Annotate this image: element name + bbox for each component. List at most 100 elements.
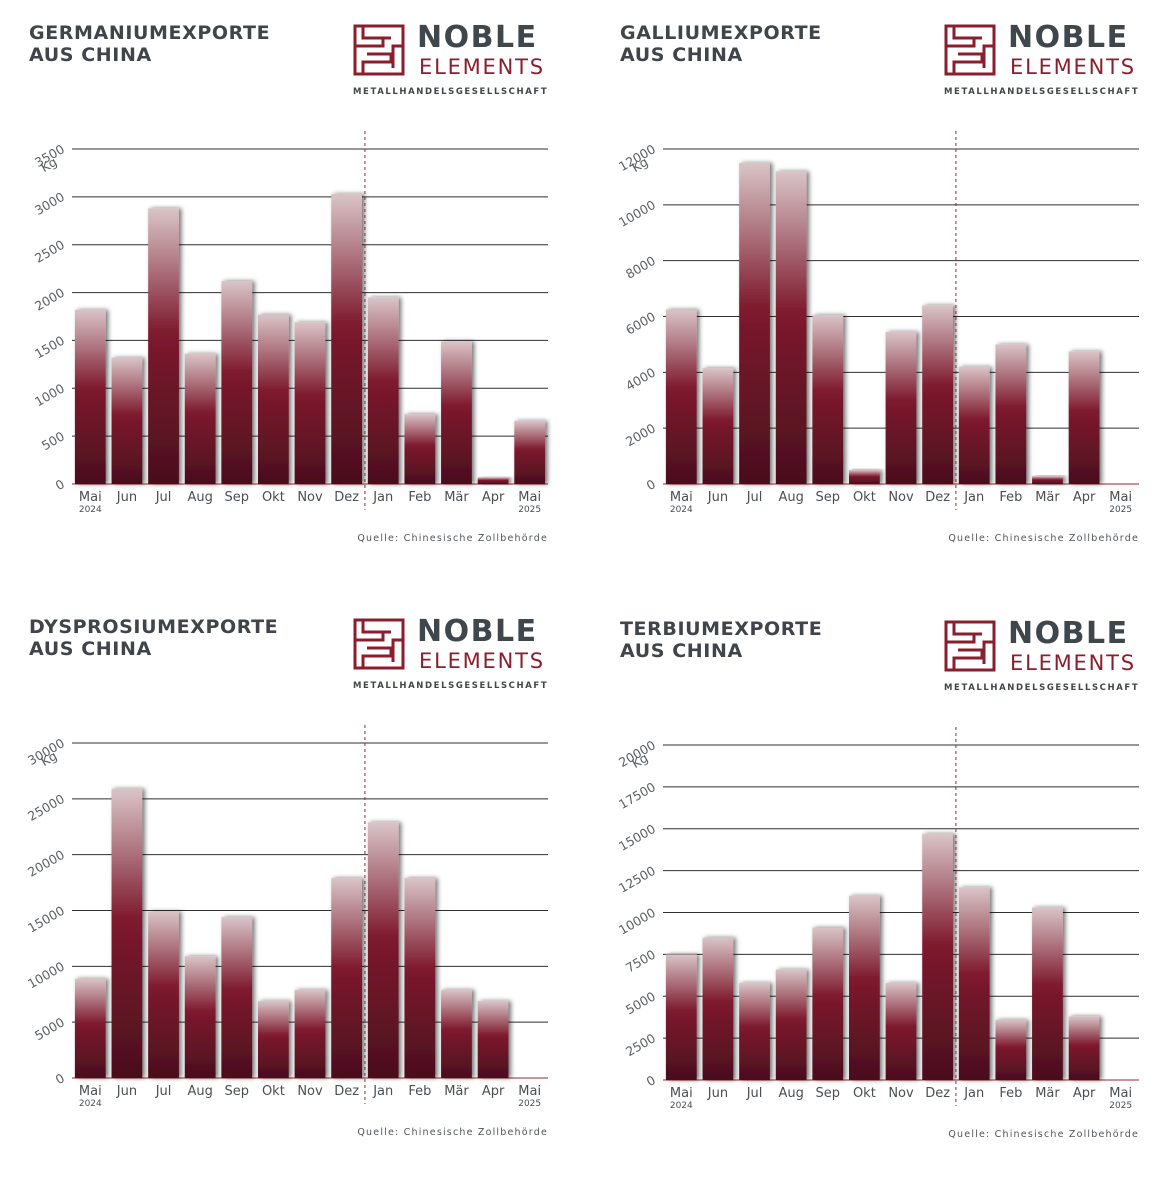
y-tick-label: 0 bbox=[53, 1070, 67, 1087]
x-tick-label: Nov bbox=[888, 1086, 914, 1101]
y-tick-label: 8000 bbox=[623, 253, 658, 282]
chart-title: DYSPROSIUMEXPORTE AUS CHINA bbox=[29, 616, 279, 660]
y-tick-label: 4000 bbox=[623, 365, 658, 394]
logo-mark-icon bbox=[944, 24, 996, 76]
bar bbox=[739, 982, 770, 1080]
logo-mark-icon bbox=[353, 24, 405, 76]
x-tick-label: Mai bbox=[79, 490, 102, 505]
bar bbox=[74, 309, 106, 484]
x-tick-label: Mai bbox=[1109, 1086, 1132, 1101]
brand-logo: NOBLE ELEMENTS METALLHANDELSGESELLSCHAFT bbox=[353, 614, 549, 694]
x-tick-label: Aug bbox=[778, 1086, 803, 1101]
bar bbox=[775, 969, 807, 1080]
x-tick-label: Sep bbox=[225, 490, 250, 505]
y-tick-label: 0 bbox=[644, 1072, 658, 1089]
dysprosium-chart: 050001000015000200002500030000KgMai2024J… bbox=[25, 725, 548, 1109]
bar bbox=[441, 989, 472, 1078]
germanium-panel: GERMANIUMEXPORTE AUS CHINA NOBLE ELEMENT… bbox=[20, 18, 580, 588]
bar bbox=[885, 982, 917, 1080]
x-tick-label: Mai bbox=[670, 490, 693, 505]
x-tick-label: Jun bbox=[116, 490, 137, 505]
x-tick-label: Feb bbox=[999, 490, 1022, 505]
brand-name-elements: ELEMENTS bbox=[419, 55, 545, 79]
y-tick-label: 10000 bbox=[616, 197, 658, 230]
source-note: Quelle: Chinesische Zollbehörde bbox=[357, 533, 548, 544]
x-tick-label: Mai bbox=[670, 1086, 693, 1101]
x-tick-label: Apr bbox=[1073, 1086, 1096, 1101]
y-tick-label: 6000 bbox=[623, 309, 658, 338]
bar bbox=[1068, 1016, 1100, 1080]
x-tick-label: Aug bbox=[187, 1084, 212, 1099]
bar bbox=[404, 878, 436, 1078]
bar bbox=[922, 833, 953, 1080]
brand-tagline: METALLHANDELSGESELLSCHAFT bbox=[353, 87, 549, 97]
bar bbox=[184, 956, 216, 1078]
x-tick-label: Sep bbox=[225, 1084, 250, 1099]
chart-title: GALLIUMEXPORTE AUS CHINA bbox=[620, 22, 822, 66]
bar bbox=[148, 911, 179, 1078]
terbium-panel: TERBIUMEXPORTE AUS CHINA NOBLE ELEMENTS … bbox=[611, 614, 1170, 1184]
y-tick-label: 25000 bbox=[25, 791, 67, 824]
bar bbox=[995, 1019, 1027, 1080]
y-tick-label: 5000 bbox=[623, 988, 658, 1017]
chart-title: TERBIUMEXPORTE AUS CHINA bbox=[620, 618, 823, 662]
source-note: Quelle: Chinesische Zollbehörde bbox=[357, 1127, 548, 1138]
brand-name-elements: ELEMENTS bbox=[1010, 651, 1136, 675]
bar bbox=[702, 937, 734, 1080]
bar bbox=[702, 368, 734, 484]
bar bbox=[812, 315, 844, 484]
x-tick-label: Mai bbox=[1109, 490, 1132, 505]
brand-tagline: METALLHANDELSGESELLSCHAFT bbox=[944, 683, 1140, 693]
bar bbox=[148, 208, 179, 484]
x-tick-label: Jan bbox=[372, 490, 393, 505]
y-tick-label: 0 bbox=[53, 476, 67, 493]
bar bbox=[665, 309, 697, 484]
x-tick-label: Feb bbox=[999, 1086, 1022, 1101]
chart-grid: GERMANIUMEXPORTE AUS CHINA NOBLE ELEMENT… bbox=[20, 18, 1139, 1140]
year-label: 2024 bbox=[79, 1099, 102, 1109]
brand-name-elements: ELEMENTS bbox=[1010, 55, 1136, 79]
x-tick-label: Jun bbox=[707, 1086, 728, 1101]
x-tick-label: Jun bbox=[116, 1084, 137, 1099]
bar bbox=[294, 989, 326, 1078]
x-tick-label: Jan bbox=[963, 1086, 984, 1101]
y-tick-label: 5000 bbox=[32, 1014, 67, 1043]
bar bbox=[294, 322, 326, 484]
brand-name-noble: NOBLE bbox=[417, 20, 538, 55]
x-tick-label: Okt bbox=[262, 490, 285, 505]
x-tick-label: Okt bbox=[853, 1086, 876, 1101]
y-tick-label: 15000 bbox=[25, 903, 67, 936]
bar bbox=[958, 366, 990, 484]
y-tick-label: 10000 bbox=[25, 959, 67, 992]
bar bbox=[922, 305, 953, 484]
bar bbox=[775, 171, 807, 485]
x-tick-label: Jun bbox=[707, 490, 728, 505]
y-tick-label: 2000 bbox=[32, 285, 67, 314]
x-tick-label: Mär bbox=[444, 490, 469, 505]
bar bbox=[367, 822, 399, 1078]
bar bbox=[258, 314, 289, 484]
bar bbox=[995, 344, 1027, 484]
x-tick-label: Nov bbox=[888, 490, 914, 505]
bar bbox=[739, 162, 770, 485]
x-tick-label: Jan bbox=[372, 1084, 393, 1099]
x-tick-label: Jul bbox=[155, 490, 172, 505]
x-tick-label: Aug bbox=[187, 490, 212, 505]
x-tick-label: Mai bbox=[518, 1084, 541, 1099]
bar bbox=[849, 470, 880, 484]
x-tick-label: Jul bbox=[746, 1086, 763, 1101]
bar bbox=[1068, 351, 1100, 484]
year-label: 2024 bbox=[670, 505, 693, 515]
x-tick-label: Apr bbox=[1073, 490, 1096, 505]
bar bbox=[367, 297, 399, 484]
bar bbox=[331, 878, 362, 1078]
y-tick-label: 0 bbox=[644, 476, 658, 493]
x-tick-label: Mär bbox=[1035, 490, 1060, 505]
x-tick-label: Nov bbox=[297, 490, 323, 505]
brand-logo: NOBLE ELEMENTS METALLHANDELSGESELLSCHAFT bbox=[944, 616, 1140, 696]
bar bbox=[885, 331, 917, 484]
x-tick-label: Mai bbox=[79, 1084, 102, 1099]
x-tick-label: Aug bbox=[778, 490, 803, 505]
x-tick-label: Nov bbox=[297, 1084, 323, 1099]
